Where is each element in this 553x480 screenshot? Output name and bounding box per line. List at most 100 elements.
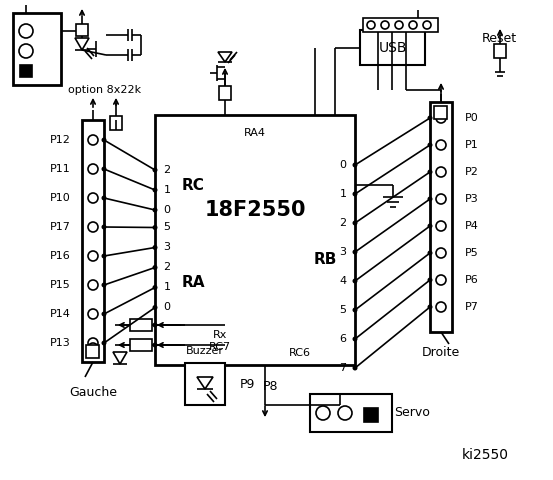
Circle shape (153, 285, 158, 290)
Text: P14: P14 (50, 309, 70, 319)
Circle shape (88, 164, 98, 174)
Text: P1: P1 (465, 140, 479, 150)
Text: 1: 1 (340, 189, 347, 199)
Bar (434, 106, 447, 119)
Circle shape (427, 304, 432, 310)
Circle shape (427, 277, 432, 283)
Text: 4: 4 (340, 276, 347, 286)
Circle shape (436, 194, 446, 204)
Text: P8: P8 (262, 381, 278, 394)
Text: P11: P11 (50, 164, 70, 174)
Text: 0: 0 (340, 160, 347, 170)
Text: 5: 5 (340, 305, 347, 315)
Text: RC: RC (181, 178, 205, 192)
Text: 2: 2 (340, 218, 347, 228)
Circle shape (102, 283, 107, 288)
Circle shape (436, 221, 446, 231)
Bar (76, 24, 88, 36)
Bar (363, 18, 438, 32)
Text: USB: USB (378, 40, 407, 55)
Text: P16: P16 (50, 251, 70, 261)
Circle shape (436, 302, 446, 312)
Bar (185, 363, 225, 405)
Text: P12: P12 (50, 135, 70, 145)
Circle shape (423, 21, 431, 29)
Text: 5: 5 (164, 223, 170, 232)
Bar (13, 13, 61, 85)
Text: 2: 2 (164, 165, 170, 175)
Circle shape (102, 225, 107, 229)
Text: P13: P13 (50, 338, 70, 348)
Bar (155, 115, 355, 365)
Circle shape (88, 309, 98, 319)
Circle shape (436, 140, 446, 150)
Bar (430, 102, 452, 332)
Circle shape (153, 207, 158, 213)
Bar (86, 345, 99, 358)
Text: 0: 0 (164, 302, 170, 312)
Circle shape (352, 336, 357, 341)
Bar (364, 408, 378, 422)
Bar (219, 86, 231, 100)
Text: option 8x22k: option 8x22k (69, 85, 142, 95)
Text: P7: P7 (465, 302, 479, 312)
Circle shape (352, 250, 357, 254)
Text: Droite: Droite (422, 346, 460, 359)
Circle shape (153, 265, 158, 270)
Circle shape (395, 21, 403, 29)
Text: P2: P2 (465, 167, 479, 177)
Text: RA4: RA4 (244, 128, 266, 138)
Text: 7: 7 (340, 363, 347, 373)
Text: Buzzer: Buzzer (186, 346, 224, 356)
Circle shape (153, 305, 158, 310)
Circle shape (153, 343, 158, 348)
Bar (310, 394, 392, 432)
Circle shape (102, 195, 107, 201)
Circle shape (88, 343, 98, 353)
Circle shape (352, 365, 357, 371)
Circle shape (153, 323, 158, 327)
Circle shape (436, 248, 446, 258)
Circle shape (88, 280, 98, 290)
Bar (20, 65, 32, 77)
Circle shape (352, 163, 357, 168)
Circle shape (436, 167, 446, 177)
Text: 6: 6 (340, 334, 347, 344)
Text: P10: P10 (50, 193, 70, 203)
Text: 2: 2 (164, 263, 170, 273)
Bar (360, 30, 425, 65)
Polygon shape (218, 52, 232, 62)
Text: P4: P4 (465, 221, 479, 231)
Circle shape (427, 169, 432, 175)
Text: 3: 3 (340, 247, 347, 257)
Circle shape (427, 196, 432, 202)
Text: Servo: Servo (394, 407, 430, 420)
Circle shape (352, 308, 357, 312)
Circle shape (436, 275, 446, 285)
Text: 1: 1 (164, 283, 170, 292)
Text: P17: P17 (50, 222, 70, 232)
Circle shape (409, 21, 417, 29)
Polygon shape (75, 38, 89, 50)
Text: Rx: Rx (213, 330, 227, 340)
Text: RA: RA (181, 275, 205, 290)
Text: RC7: RC7 (209, 342, 231, 352)
Text: 0: 0 (164, 205, 170, 215)
Text: P0: P0 (465, 113, 479, 123)
Polygon shape (197, 377, 213, 389)
Text: P3: P3 (465, 194, 479, 204)
Circle shape (153, 188, 158, 192)
Circle shape (338, 406, 352, 420)
Text: P5: P5 (465, 248, 479, 258)
Circle shape (102, 167, 107, 171)
Circle shape (436, 113, 446, 123)
Circle shape (19, 24, 33, 38)
Polygon shape (113, 352, 127, 364)
Bar (130, 319, 152, 331)
Circle shape (88, 338, 98, 348)
Circle shape (153, 245, 158, 250)
Bar (110, 116, 122, 130)
Bar (494, 44, 506, 58)
Circle shape (102, 253, 107, 259)
Text: P9: P9 (239, 377, 255, 391)
